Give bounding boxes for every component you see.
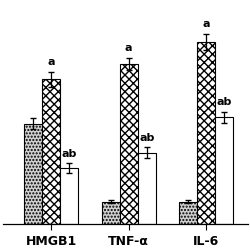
Bar	[60, 168, 78, 224]
Bar	[178, 202, 196, 224]
Text: a: a	[202, 19, 209, 29]
Bar	[214, 118, 232, 224]
Text: ab: ab	[138, 132, 154, 142]
Text: a: a	[124, 43, 132, 53]
Text: ab: ab	[216, 97, 231, 107]
Bar	[24, 124, 42, 224]
Text: a: a	[47, 57, 55, 67]
Bar	[42, 80, 60, 224]
Text: ab: ab	[61, 148, 77, 158]
Bar	[137, 153, 155, 224]
Bar	[119, 65, 137, 224]
Bar	[101, 202, 119, 224]
Bar	[196, 42, 214, 224]
